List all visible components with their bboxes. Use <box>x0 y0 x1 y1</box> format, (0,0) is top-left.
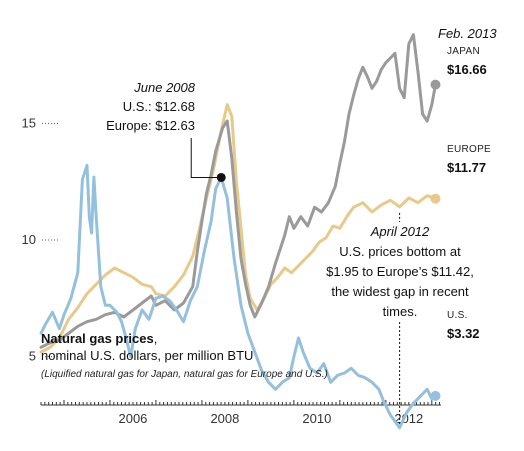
chart-title-bold: Natural gas prices <box>41 331 154 346</box>
june-2008-leader-line <box>190 138 222 178</box>
x-tick-label-2006: 2006 <box>118 411 147 426</box>
june-2008-date: June 2008 <box>133 80 195 95</box>
x-tick-label-2008: 2008 <box>210 411 239 426</box>
europe-series-name: EUROPE <box>447 144 491 155</box>
chart-title: Natural gas prices, <box>41 330 381 347</box>
april-2012-line-4: times. <box>383 304 418 319</box>
april-2012-line-3: the widest gap in recent <box>331 284 469 299</box>
feb-2013-label: Feb. 2013 <box>438 26 497 41</box>
europe-end-value: $11.77 <box>447 160 486 175</box>
y-tick-label-10: 10 <box>22 232 36 247</box>
chart-subtitle: nominal U.S. dollars, per million BTU <box>41 348 254 363</box>
y-axis: 5 10 15 <box>22 115 60 364</box>
chart-title-rest: , <box>153 331 158 346</box>
april-2012-line-1: U.S. prices bottom at <box>339 244 461 259</box>
end-marker-europe <box>430 193 441 204</box>
series-line-europe <box>39 103 437 354</box>
series-line-japan <box>39 33 437 349</box>
end-labels: Feb. 2013 JAPAN $16.66 EUROPE $11.77 U.S… <box>438 26 497 341</box>
chart-title-block: Natural gas prices, nominal U.S. dollars… <box>41 330 381 382</box>
japan-series-name: JAPAN <box>447 46 480 57</box>
us-series-name: U.S. <box>447 310 468 321</box>
chart-note: (Liquified natural gas for Japan, natura… <box>41 369 328 380</box>
us-end-value: $3.32 <box>447 326 480 341</box>
april-2012-date: April 2012 <box>370 224 430 239</box>
april-2012-line-2: $1.95 to Europe’s $11.42, <box>326 264 474 279</box>
end-marker-japan <box>430 79 441 90</box>
end-markers <box>430 79 441 401</box>
x-tick-label-2012: 2012 <box>394 411 423 426</box>
april-2012-annotation: April 2012 U.S. prices bottom at $1.95 t… <box>326 212 474 425</box>
june-2008-europe-value: Europe: $12.63 <box>106 118 195 133</box>
japan-end-value: $16.66 <box>447 62 487 77</box>
june-2008-us-value: U.S.: $12.68 <box>123 99 195 114</box>
x-axis: 2006 2008 2010 2012 <box>40 400 441 426</box>
june-2008-marker <box>216 172 226 182</box>
y-tick-label-15: 15 <box>22 115 36 130</box>
x-tick-label-2010: 2010 <box>302 411 331 426</box>
june-2008-annotation: June 2008 U.S.: $12.68 Europe: $12.63 <box>106 80 226 182</box>
end-marker-us <box>430 390 441 401</box>
y-tick-label-5: 5 <box>29 349 36 364</box>
